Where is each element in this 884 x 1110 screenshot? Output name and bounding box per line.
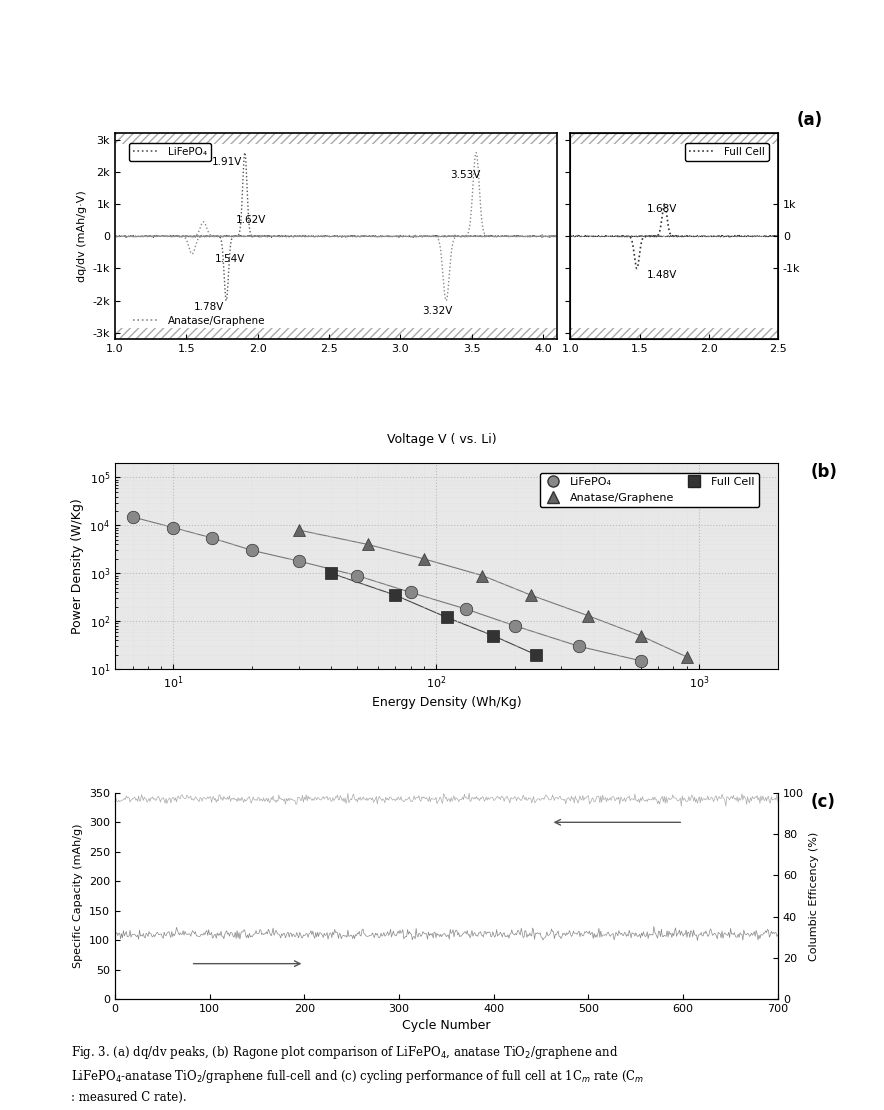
Text: Voltage V ( vs. Li): Voltage V ( vs. Li) xyxy=(387,433,497,446)
Text: 3.53V: 3.53V xyxy=(451,170,481,180)
Anatase/Graphene xyxy=(477,568,488,582)
LiFePO₄ xyxy=(168,521,179,534)
Anatase/Graphene xyxy=(583,609,594,623)
Legend: LiFePO₄, Anatase/Graphene, Full Cell: LiFePO₄, Anatase/Graphene, Full Cell xyxy=(540,473,759,507)
X-axis label: Energy Density (Wh/Kg): Energy Density (Wh/Kg) xyxy=(371,696,522,709)
Y-axis label: dq/dv (mAh/g·V): dq/dv (mAh/g·V) xyxy=(77,191,87,282)
Text: 1.54V: 1.54V xyxy=(215,254,245,264)
Line: Anatase/Graphene: Anatase/Graphene xyxy=(293,524,693,663)
Full Cell xyxy=(488,629,499,643)
Text: Fig. 3. (a) dq/dv peaks, (b) Ragone plot comparison of LiFePO$_4$, anatase TiO$_: Fig. 3. (a) dq/dv peaks, (b) Ragone plot… xyxy=(71,1045,644,1104)
Text: 1.78V: 1.78V xyxy=(194,302,224,312)
Anatase/Graphene xyxy=(636,629,646,643)
Full Cell xyxy=(390,588,400,602)
Text: 1.62V: 1.62V xyxy=(236,215,267,225)
Y-axis label: Specific Capacity (mAh/g): Specific Capacity (mAh/g) xyxy=(73,824,83,968)
LiFePO₄ xyxy=(352,568,362,582)
Full Cell xyxy=(530,648,541,662)
Text: (c): (c) xyxy=(812,793,836,811)
Text: 1.48V: 1.48V xyxy=(646,270,677,280)
Full Cell xyxy=(326,566,337,579)
Y-axis label: Power Density (W/Kg): Power Density (W/Kg) xyxy=(71,498,84,634)
LiFePO₄ xyxy=(405,586,415,599)
LiFePO₄ xyxy=(574,639,584,653)
LiFePO₄ xyxy=(461,603,471,616)
Anatase/Graphene xyxy=(419,553,430,566)
Text: 1.68V: 1.68V xyxy=(646,204,677,214)
Y-axis label: Columbic Efficency (%): Columbic Efficency (%) xyxy=(810,831,819,960)
Line: LiFePO₄: LiFePO₄ xyxy=(126,511,647,667)
LiFePO₄ xyxy=(293,554,304,567)
Text: (b): (b) xyxy=(812,463,838,481)
Anatase/Graphene xyxy=(293,524,304,537)
Legend: Anatase/Graphene: Anatase/Graphene xyxy=(129,312,270,330)
Anatase/Graphene xyxy=(682,650,692,664)
Text: 1.91V: 1.91V xyxy=(212,158,242,168)
X-axis label: Cycle Number: Cycle Number xyxy=(402,1019,491,1032)
Anatase/Graphene xyxy=(362,538,373,552)
Text: 3.32V: 3.32V xyxy=(422,305,453,315)
Line: Full Cell: Full Cell xyxy=(325,567,542,660)
LiFePO₄ xyxy=(247,544,257,557)
LiFePO₄ xyxy=(510,619,521,633)
LiFePO₄ xyxy=(206,532,217,545)
Anatase/Graphene xyxy=(526,588,537,602)
LiFePO₄ xyxy=(636,654,646,667)
Text: (a): (a) xyxy=(796,111,823,129)
LiFePO₄ xyxy=(127,511,138,524)
Full Cell xyxy=(442,610,453,624)
Legend: Full Cell: Full Cell xyxy=(685,142,768,161)
